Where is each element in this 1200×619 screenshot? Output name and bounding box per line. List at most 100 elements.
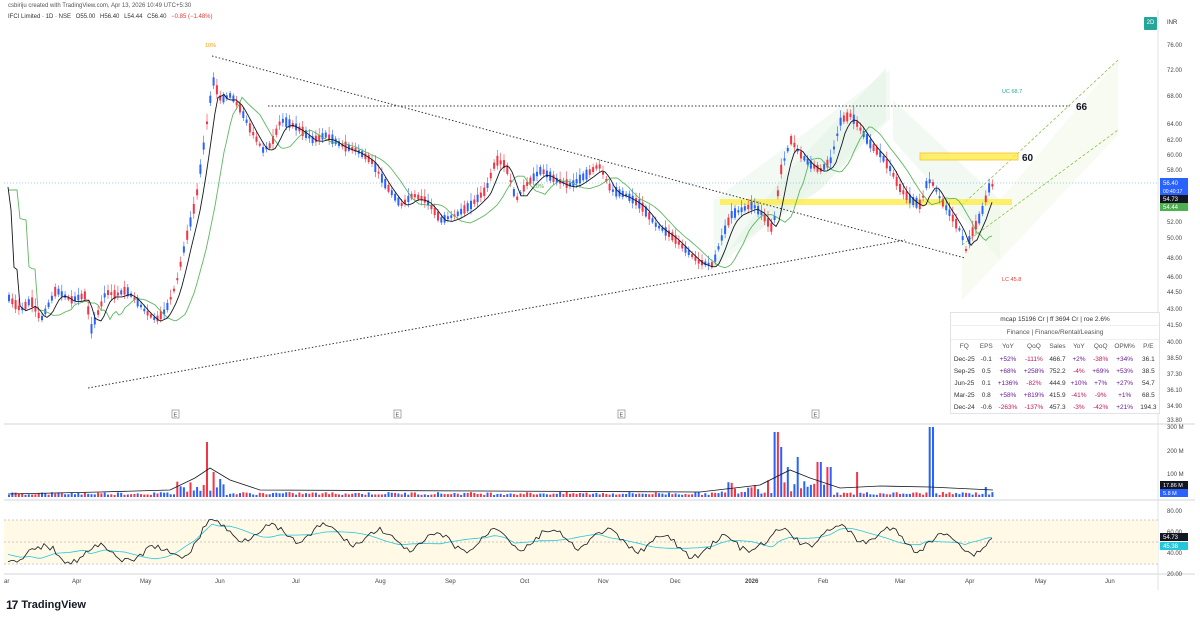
volume-bar — [806, 486, 809, 497]
timeframe-badge[interactable]: 2D — [1144, 17, 1157, 30]
fundamentals-table: mcap 15196 Cr | ff 3694 Cr | roe 2.6% Fi… — [950, 312, 1160, 414]
volume-tick-label: 200 M — [1167, 449, 1184, 455]
volume-bar — [437, 492, 439, 497]
candle-body — [116, 292, 119, 296]
volume-bar — [809, 484, 812, 497]
tradingview-logo[interactable]: 17 TradingView — [6, 598, 86, 612]
volume-bar — [605, 493, 608, 497]
volume-bar — [420, 494, 423, 497]
candle-body — [961, 236, 964, 241]
volume-bar — [651, 494, 654, 497]
candle-body — [846, 112, 849, 122]
volume-bar — [397, 493, 400, 497]
price-tick-label: 33.80 — [1167, 418, 1183, 424]
candle-body — [334, 138, 337, 145]
volume-bar — [60, 492, 63, 497]
candle-body — [674, 235, 677, 244]
candle-body — [47, 302, 50, 308]
candle-body — [869, 139, 872, 149]
candle-body — [552, 174, 555, 183]
volume-bar — [275, 492, 278, 497]
fundamentals-cell: Mar-25 — [954, 391, 975, 399]
volume-bar — [483, 494, 486, 497]
candle-body — [737, 210, 740, 213]
volume-bar — [460, 494, 463, 497]
volume-bar — [674, 493, 677, 497]
volume-bar — [875, 494, 878, 497]
volume-bar — [301, 494, 304, 497]
time-tick-label: ar — [4, 579, 9, 585]
volume-bar — [311, 492, 314, 497]
volume-bar — [935, 493, 938, 497]
volume-bar — [357, 493, 360, 497]
volume-bar — [116, 492, 119, 497]
candle-body — [575, 179, 578, 184]
candle-body — [219, 95, 222, 101]
volume-bar — [984, 487, 987, 497]
volume-bar — [687, 494, 690, 497]
volume-bar — [31, 494, 34, 497]
price-tick-label: 43.00 — [1167, 307, 1183, 313]
fundamentals-row: Mar-25 0.8 +58% +819% 415.9 -41% -9% +1% 68.5 — [951, 389, 1159, 401]
candle-body — [120, 290, 123, 295]
candle-body — [872, 144, 875, 152]
volume-tag-2 — [1160, 489, 1188, 497]
candle-body — [321, 133, 324, 140]
symbol-title[interactable]: IFCI Limited · 1D · NSE — [8, 14, 72, 20]
volume-bar — [644, 493, 647, 497]
volume-bar — [328, 494, 331, 497]
volume-bar — [387, 492, 390, 497]
candle-body — [364, 153, 367, 160]
earnings-marker — [811, 409, 820, 419]
volume-bar — [578, 492, 581, 497]
candle-body — [988, 183, 991, 193]
candle-body — [648, 212, 651, 220]
volume-bar — [757, 489, 760, 497]
candle-body — [473, 199, 476, 204]
price-tick-label: 68.00 — [1167, 94, 1183, 100]
candle-body — [281, 118, 284, 123]
candle-body — [859, 127, 862, 131]
volume-bar — [265, 494, 268, 497]
fundamentals-cell: -0.1 — [980, 355, 992, 363]
volume-tag-2-text: 5.8 M — [1163, 491, 1177, 497]
candle-body — [625, 193, 628, 197]
volume-bar — [321, 493, 324, 497]
volume-bar — [163, 492, 166, 497]
candle-body — [413, 194, 416, 198]
high-value: H56.40 — [100, 14, 120, 20]
close-value: C56.40 — [147, 14, 167, 20]
candle-body — [578, 174, 581, 184]
price-tick-label: 62.00 — [1167, 138, 1183, 144]
candle-body — [60, 291, 63, 297]
fundamentals-cell: Sep-25 — [953, 367, 975, 375]
candle-body — [186, 230, 189, 240]
volume-bar — [542, 493, 545, 497]
candle-body — [671, 232, 674, 241]
volume-bar — [928, 427, 931, 497]
volume-bar — [697, 492, 700, 497]
candle-body — [212, 77, 215, 86]
candle-body — [209, 95, 212, 103]
candle-body — [31, 297, 34, 307]
fundamentals-cell: -111% — [1024, 355, 1043, 363]
candle-body — [932, 182, 934, 186]
volume-bar — [512, 494, 515, 497]
candle-body — [776, 190, 779, 197]
volume-bar — [545, 494, 548, 497]
candle-body — [588, 169, 591, 175]
peak-annotation: 10% — [205, 43, 216, 49]
fundamentals-col-7: OPM% — [1114, 343, 1135, 350]
time-tick-label: 2026 — [745, 579, 759, 585]
volume-bar — [905, 493, 908, 497]
volume-bar — [440, 493, 443, 497]
candle-body — [126, 287, 129, 297]
volume-bar — [991, 492, 994, 497]
candle-body — [404, 199, 406, 204]
volume-bar — [892, 492, 895, 497]
volume-bar — [978, 494, 981, 497]
volume-bar — [899, 493, 901, 497]
volume-bar — [258, 492, 261, 497]
resistance-zone — [920, 153, 1018, 160]
